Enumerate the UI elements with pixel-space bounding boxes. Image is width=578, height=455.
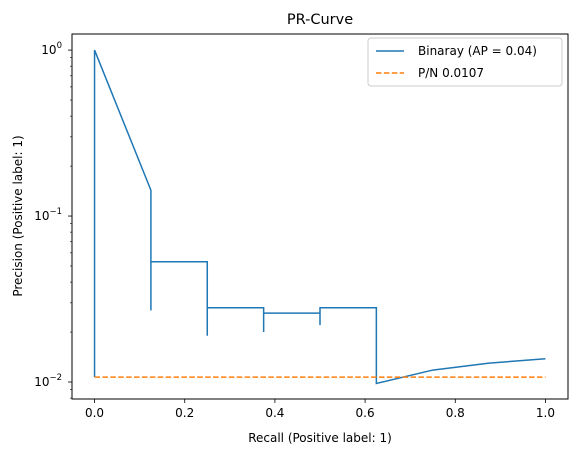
legend-box xyxy=(367,37,563,87)
y-tick-label: 100 xyxy=(41,41,62,57)
x-tick-label: 0.4 xyxy=(265,406,284,420)
y-tick-label: 10−2 xyxy=(34,373,62,389)
axes-frame xyxy=(71,33,569,400)
plot-area xyxy=(71,33,569,400)
y-tick-label: 10−1 xyxy=(34,207,62,223)
series-layer xyxy=(93,49,546,385)
x-tick-label: 0.8 xyxy=(446,406,465,420)
legend: Binaray (AP = 0.04) P/N 0.0107 xyxy=(367,37,563,87)
x-tick-label: 0.6 xyxy=(356,406,375,420)
legend-label-binaray: Binaray (AP = 0.04) xyxy=(418,44,537,58)
x-tick-label: 0.0 xyxy=(85,406,104,420)
x-axis-label: Recall (Positive label: 1) xyxy=(248,431,392,445)
x-tick-label: 1.0 xyxy=(536,406,555,420)
chart-title: PR-Curve xyxy=(287,12,353,28)
legend-label-pn: P/N 0.0107 xyxy=(418,66,484,80)
y-axis-label: Precision (Positive label: 1) xyxy=(11,135,25,296)
x-tick-label: 0.2 xyxy=(175,406,194,420)
series-line-binaray xyxy=(93,49,546,385)
y-axis-ticks: 100 10−1 10−2 xyxy=(34,41,72,399)
x-axis-ticks: 0.0 0.2 0.4 0.6 0.8 1.0 xyxy=(85,399,555,420)
